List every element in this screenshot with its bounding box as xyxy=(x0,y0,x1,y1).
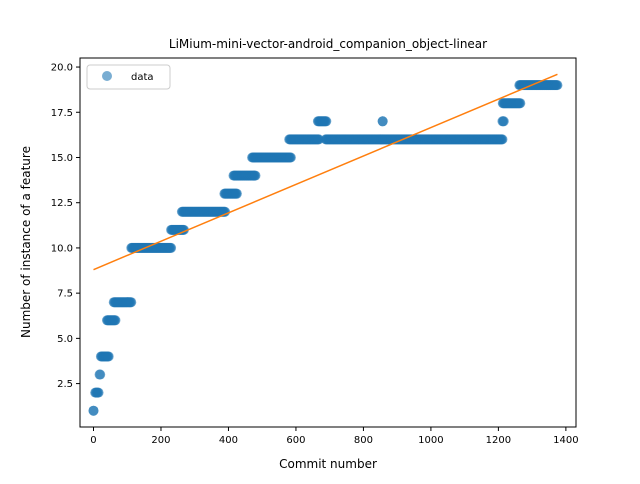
y-tick-label: 12.5 xyxy=(51,198,73,209)
plot-frame xyxy=(79,57,577,428)
data-point xyxy=(515,98,526,109)
data-point xyxy=(250,170,261,181)
data-point xyxy=(497,134,508,145)
data-point xyxy=(93,387,104,398)
x-tick-label: 1400 xyxy=(553,435,578,446)
data-point xyxy=(110,315,121,326)
chart-title: LiMium-mini-vector-android_companion_obj… xyxy=(169,37,487,51)
data-point xyxy=(103,351,114,362)
y-tick-label: 20.0 xyxy=(51,63,73,74)
y-tick-label: 17.5 xyxy=(51,108,73,119)
legend-marker-data xyxy=(102,71,112,81)
x-tick-label: 600 xyxy=(286,435,305,446)
x-tick-label: 1200 xyxy=(486,435,511,446)
data-point xyxy=(231,188,242,199)
data-point xyxy=(377,116,388,127)
data-point xyxy=(88,405,99,416)
y-tick-label: 7.5 xyxy=(57,289,73,300)
x-tick-label: 0 xyxy=(90,435,96,446)
y-tick-label: 10.0 xyxy=(51,243,73,254)
data-point xyxy=(166,242,177,253)
x-tick-label: 200 xyxy=(151,435,170,446)
data-point xyxy=(220,206,231,217)
data-point xyxy=(285,152,296,163)
data-point xyxy=(126,297,137,308)
fit-line xyxy=(93,73,558,271)
y-axis-label: Number of instance of a feature xyxy=(19,146,33,338)
x-tick-label: 1000 xyxy=(418,435,443,446)
x-tick-label: 400 xyxy=(219,435,238,446)
y-tick-label: 2.5 xyxy=(57,379,73,390)
x-axis-ticks: 0 200 400 600 800 1000 1200 1400 xyxy=(90,427,579,446)
data-point xyxy=(95,369,106,380)
data-point xyxy=(552,80,563,91)
y-tick-label: 15.0 xyxy=(51,153,73,164)
data-point xyxy=(498,116,509,127)
legend: data xyxy=(86,64,171,90)
y-axis-ticks: 2.5 5.0 7.5 10.0 12.5 15.0 17.5 20.0 xyxy=(51,63,80,390)
y-tick-label: 5.0 xyxy=(57,334,73,345)
x-axis-label: Commit number xyxy=(279,457,377,471)
fit-line-layer xyxy=(93,73,558,271)
data-point xyxy=(321,116,332,127)
x-tick-label: 800 xyxy=(354,435,373,446)
legend-box xyxy=(86,64,171,90)
legend-label-data: data xyxy=(131,72,154,83)
data-points xyxy=(88,80,563,416)
